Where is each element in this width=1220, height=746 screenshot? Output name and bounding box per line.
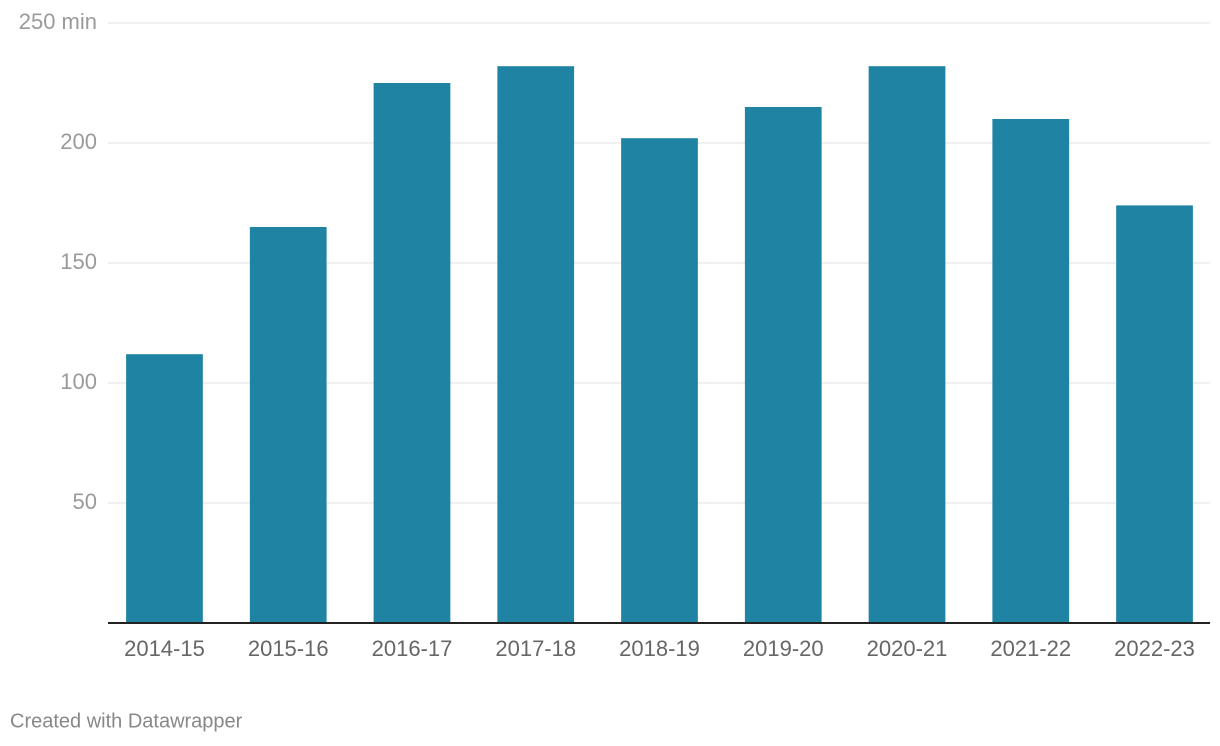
y-tick-label: 150 [60, 249, 97, 274]
bar [868, 66, 946, 623]
x-tick-label: 2015-16 [248, 636, 329, 661]
bar [1116, 205, 1193, 623]
y-tick-label: 250 min [19, 9, 97, 34]
x-tick-label: 2022-23 [1114, 636, 1195, 661]
x-tick-label: 2016-17 [372, 636, 453, 661]
credit: Created with Datawrapper [10, 710, 243, 732]
bar [373, 83, 451, 623]
bar [249, 227, 327, 623]
bar [744, 107, 822, 623]
y-tick-label: 50 [73, 489, 97, 514]
x-tick-label: 2014-15 [124, 636, 205, 661]
y-tick-label: 100 [60, 369, 97, 394]
bar [497, 66, 575, 623]
x-tick-label: 2017-18 [495, 636, 576, 661]
bar [126, 354, 203, 623]
x-tick-label: 2019-20 [743, 636, 824, 661]
bar [992, 119, 1070, 623]
x-tick-label: 2020-21 [867, 636, 948, 661]
x-tick-label: 2018-19 [619, 636, 700, 661]
y-tick-label: 200 [60, 129, 97, 154]
bar [621, 138, 698, 623]
x-tick-label: 2021-22 [990, 636, 1071, 661]
